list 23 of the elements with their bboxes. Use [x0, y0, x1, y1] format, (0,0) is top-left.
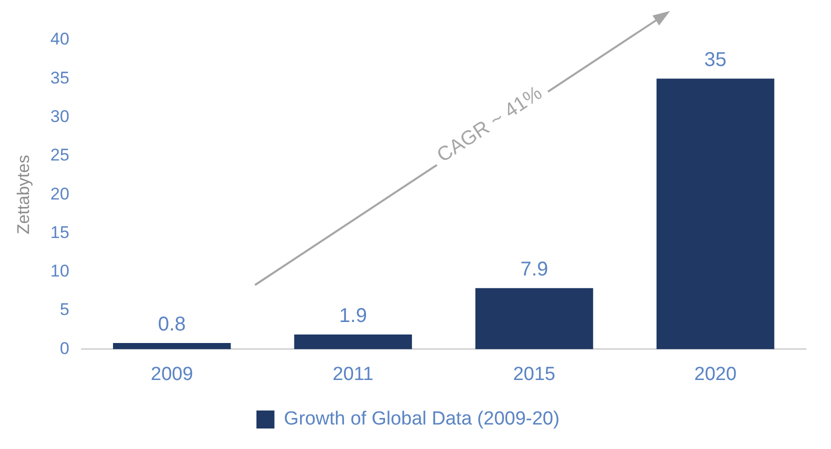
- legend-label: Growth of Global Data (2009-20): [284, 408, 560, 430]
- y-tick-label: 40: [50, 30, 70, 49]
- y-tick-label: 20: [50, 184, 70, 204]
- data-label: 0.8: [158, 314, 186, 336]
- data-label: 1.9: [339, 305, 367, 328]
- x-tick-label: 2011: [332, 364, 374, 385]
- bar: [475, 288, 594, 350]
- data-label: 7.9: [520, 258, 548, 281]
- y-axis-title: Zettabytes: [14, 154, 33, 234]
- y-tick-label: 15: [50, 222, 70, 242]
- bar: [656, 78, 774, 350]
- y-tick-label: 10: [50, 262, 70, 281]
- x-tick-label: 2020: [694, 364, 737, 385]
- y-tick-label: 25: [50, 146, 70, 165]
- data-label: 35: [704, 49, 727, 72]
- x-tick-label: 2015: [513, 364, 556, 385]
- y-tick-label: 5: [60, 300, 70, 320]
- y-tick-label: 0: [60, 338, 70, 358]
- x-tick-label: 2009: [150, 364, 194, 385]
- bar: [294, 334, 412, 350]
- y-tick-label: 30: [50, 106, 70, 126]
- bar: [113, 343, 231, 350]
- y-tick-label: 35: [50, 68, 70, 88]
